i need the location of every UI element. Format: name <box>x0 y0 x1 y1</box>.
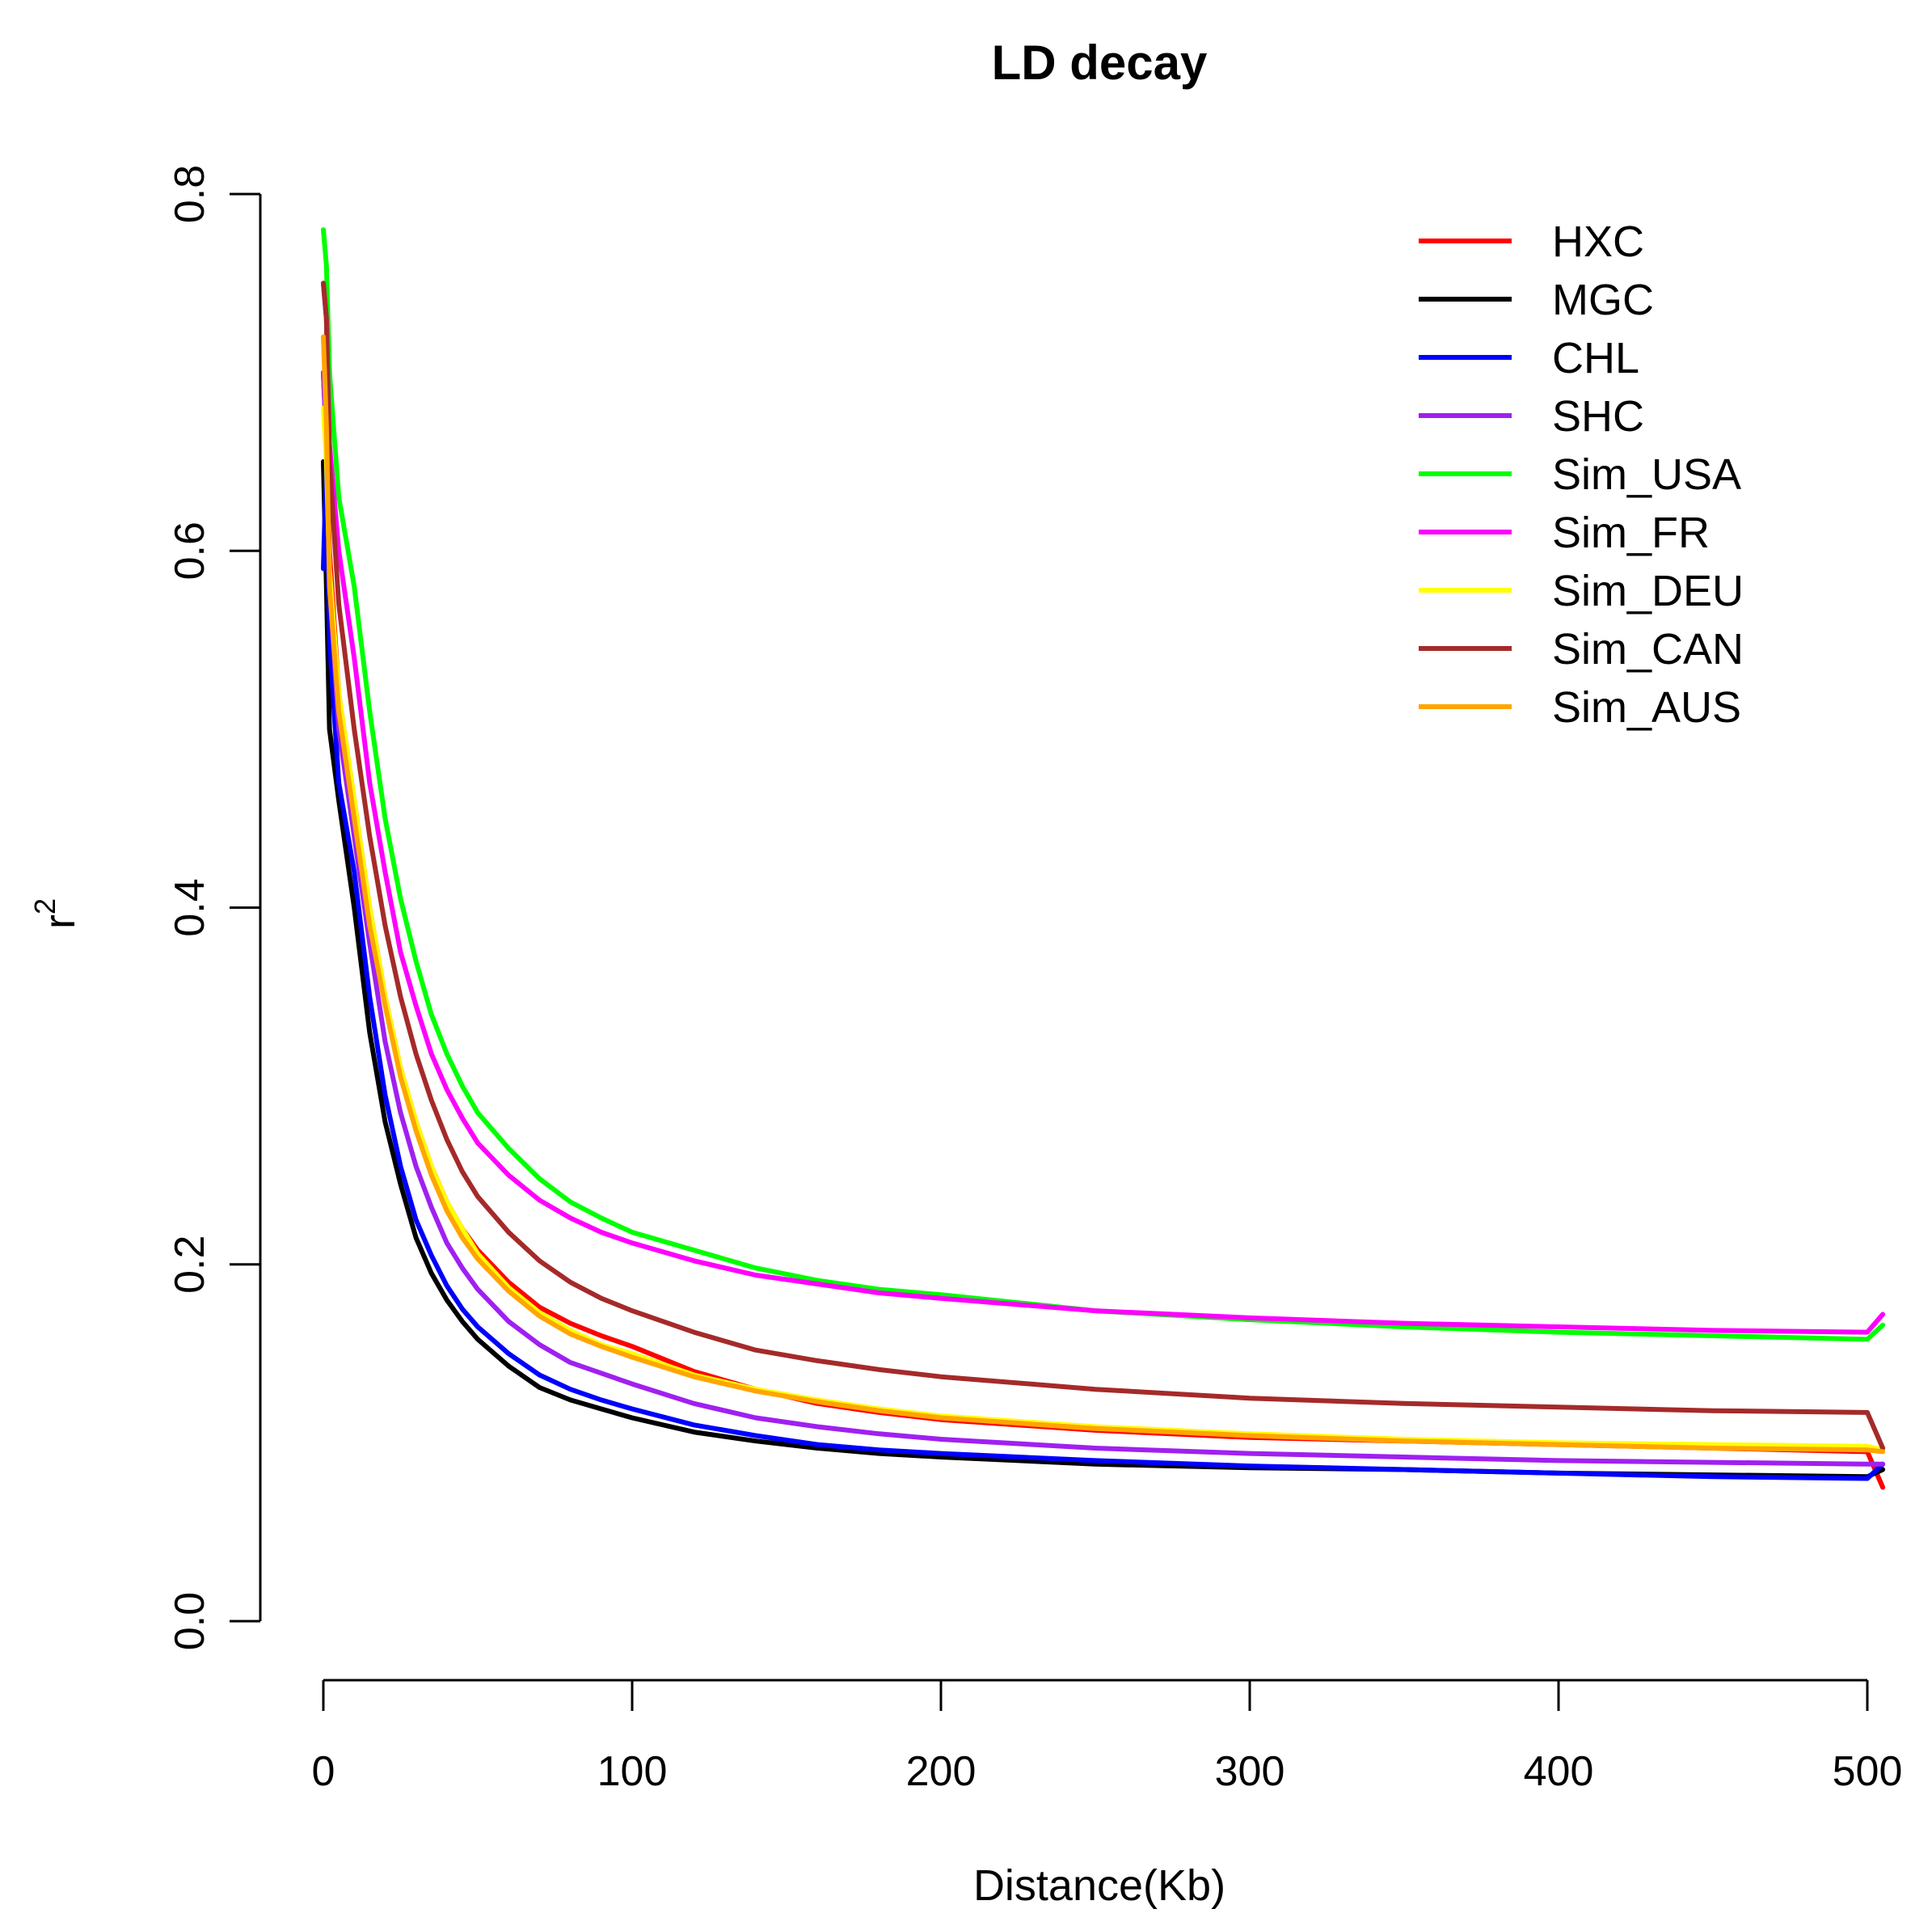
legend-label-mgc: MGC <box>1552 276 1654 324</box>
legend-label-sim-can: Sim_CAN <box>1552 625 1744 674</box>
legend-label-sim-aus: Sim_AUS <box>1552 683 1741 732</box>
y-axis: 0.0 0.2 0.4 0.6 0.8 <box>167 165 262 1650</box>
y-tick-label: 0.6 <box>167 522 213 580</box>
legend-label-chl: CHL <box>1552 334 1639 382</box>
x-tick-label: 500 <box>1833 1748 1903 1795</box>
x-tick-label: 100 <box>597 1748 668 1795</box>
y-axis-label-superscript: 2 <box>28 898 61 914</box>
legend-label-sim-fr: Sim_FR <box>1552 509 1710 557</box>
y-tick-label: 0.2 <box>167 1235 213 1294</box>
legend-label-sim-deu: Sim_DEU <box>1552 567 1744 615</box>
x-tick-label: 200 <box>906 1748 977 1795</box>
x-axis: 0 100 200 300 400 500 <box>312 1679 1903 1795</box>
y-tick-label: 0.8 <box>167 165 213 223</box>
x-tick-label: 0 <box>312 1748 335 1795</box>
series-line-shc <box>321 370 1886 1467</box>
legend-label-sim-usa: Sim_USA <box>1552 450 1741 499</box>
series-line-chl <box>321 458 1886 1481</box>
y-axis-label: r2 <box>28 898 84 929</box>
x-tick-label: 300 <box>1215 1748 1285 1795</box>
series-line-sim-deu <box>321 405 1886 1453</box>
x-axis-label: Distance(Kb) <box>973 1861 1225 1910</box>
legend: HXC MGC CHL SHC Sim_USA Sim_FR Sim_DEU Sim_CAN S… <box>1419 218 1744 732</box>
x-tick-label: 400 <box>1524 1748 1594 1795</box>
y-tick-label: 0.4 <box>167 878 213 936</box>
series-line-sim-fr <box>321 281 1886 1335</box>
y-axis-label-group: r2 <box>28 898 84 929</box>
series-line-sim-usa <box>321 227 1886 1342</box>
legend-label-hxc: HXC <box>1552 218 1644 266</box>
y-tick-label: 0.0 <box>167 1592 213 1650</box>
y-axis-label-base: r <box>36 914 84 929</box>
series-lines <box>321 227 1886 1490</box>
series-line-sim-aus <box>321 334 1886 1455</box>
series-line-sim-can <box>321 281 1886 1451</box>
chart-title: LD decay <box>992 36 1208 90</box>
legend-label-shc: SHC <box>1552 392 1644 441</box>
